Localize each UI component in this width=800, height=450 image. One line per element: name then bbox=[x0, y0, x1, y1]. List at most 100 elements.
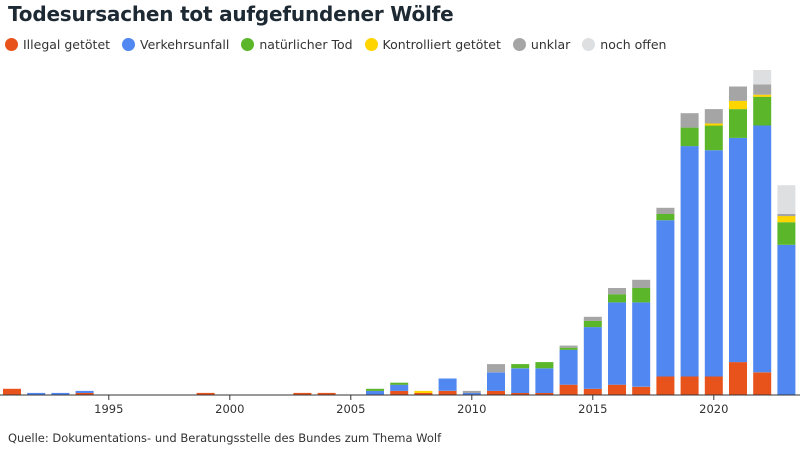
bar-2019-series-0 bbox=[680, 376, 699, 395]
bar-2009-series-0 bbox=[438, 390, 457, 395]
bar-2021-series-0 bbox=[729, 362, 747, 395]
bar-1994-series-0 bbox=[75, 392, 94, 395]
bar-2012-series-1 bbox=[511, 368, 530, 393]
bar-2015-series-0 bbox=[583, 388, 602, 395]
legend-swatch bbox=[512, 38, 526, 51]
bar-2013-series-1 bbox=[535, 368, 554, 393]
legend-label: Illegal getötet bbox=[23, 37, 111, 52]
bar-2004-series-0 bbox=[317, 392, 336, 395]
legend-item-natuerlich[interactable]: natürlicher Tod bbox=[241, 37, 353, 52]
legend-swatch bbox=[364, 38, 378, 51]
bar-2012-series-0 bbox=[511, 392, 530, 395]
bar-2008-series-3 bbox=[414, 390, 433, 393]
bar-2009-series-1 bbox=[438, 378, 457, 391]
bar-2023-series-1 bbox=[777, 244, 796, 395]
x-tick-label-2000: 2000 bbox=[215, 402, 244, 416]
x-tick-label-2010: 2010 bbox=[457, 402, 486, 416]
bar-2016-series-4 bbox=[608, 288, 626, 295]
bar-2018-series-2 bbox=[656, 214, 675, 221]
bar-2007-series-1 bbox=[390, 384, 409, 391]
bar-2017-series-0 bbox=[632, 386, 651, 395]
bar-2020-series-0 bbox=[704, 376, 723, 395]
bar-2019-series-2 bbox=[680, 127, 699, 147]
bar-2022-series-3 bbox=[753, 94, 772, 97]
legend: Illegal getötet Verkehrsunfall natürlich… bbox=[5, 37, 678, 52]
bar-2006-series-1 bbox=[366, 390, 384, 395]
bar-1991-series-0 bbox=[3, 388, 21, 395]
legend-item-unklar[interactable]: unklar bbox=[512, 37, 571, 52]
bar-2015-series-4 bbox=[583, 316, 602, 321]
bar-2017-series-2 bbox=[632, 288, 651, 303]
bar-2023-series-5 bbox=[777, 185, 796, 214]
bar-2022-series-2 bbox=[753, 96, 772, 126]
legend-swatch bbox=[5, 38, 18, 51]
bar-2008-series-0 bbox=[414, 392, 433, 395]
bar-2014-series-4 bbox=[559, 345, 578, 348]
bar-1994-series-1 bbox=[75, 390, 94, 393]
bar-2015-series-1 bbox=[583, 327, 602, 389]
bar-1992-series-1 bbox=[27, 392, 46, 395]
legend-swatch bbox=[241, 38, 255, 51]
legend-label: Verkehrsunfall bbox=[140, 37, 230, 52]
bar-2015-series-2 bbox=[583, 320, 602, 328]
x-tick-label-2020: 2020 bbox=[699, 402, 728, 416]
bar-2022-series-4 bbox=[753, 84, 772, 95]
bar-2020-series-1 bbox=[704, 150, 723, 377]
bar-2023-series-4 bbox=[777, 214, 796, 217]
bar-2014-series-0 bbox=[559, 384, 578, 395]
bar-2020-series-3 bbox=[704, 123, 723, 126]
bar-2007-series-2 bbox=[390, 382, 409, 385]
bar-2022-series-0 bbox=[753, 372, 772, 395]
bar-2010-series-4 bbox=[462, 390, 481, 393]
bar-1999-series-0 bbox=[196, 392, 215, 395]
x-tick-label-2005: 2005 bbox=[336, 402, 365, 416]
bar-2019-series-4 bbox=[680, 113, 699, 128]
source-note: Quelle: Dokumentations- und Beratungsste… bbox=[8, 431, 442, 445]
bar-2011-series-1 bbox=[487, 372, 505, 391]
bar-2021-series-3 bbox=[729, 100, 747, 110]
bar-2011-series-4 bbox=[487, 364, 505, 373]
bar-2023-series-2 bbox=[777, 222, 796, 245]
bar-2003-series-0 bbox=[293, 392, 312, 395]
bar-1993-series-1 bbox=[51, 392, 70, 395]
chart-title: Todesursachen tot aufgefundener Wölfe bbox=[8, 2, 454, 26]
legend-item-verkehrsunfall[interactable]: Verkehrsunfall bbox=[122, 37, 229, 52]
bar-2023-series-3 bbox=[777, 216, 796, 223]
bar-2013-series-0 bbox=[535, 392, 554, 395]
bar-2016-series-2 bbox=[608, 294, 626, 303]
bar-2021-series-1 bbox=[729, 137, 747, 363]
legend-swatch bbox=[122, 38, 136, 51]
bar-2020-series-2 bbox=[704, 125, 723, 151]
bar-2010-series-1 bbox=[462, 392, 481, 395]
legend-swatch bbox=[582, 38, 596, 51]
bar-2018-series-0 bbox=[656, 376, 675, 395]
legend-item-illegal[interactable]: Illegal getötet bbox=[5, 37, 110, 52]
bar-2014-series-1 bbox=[559, 349, 578, 385]
bar-2020-series-4 bbox=[704, 109, 723, 124]
bar-2022-series-1 bbox=[753, 125, 772, 373]
bar-2007-series-0 bbox=[390, 390, 409, 395]
x-tick-label-1995: 1995 bbox=[94, 402, 123, 416]
bar-2013-series-2 bbox=[535, 362, 554, 369]
legend-label: noch offen bbox=[600, 37, 667, 52]
bar-2018-series-1 bbox=[656, 220, 675, 377]
legend-label: unklar bbox=[530, 37, 571, 52]
legend-item-kontrolliert[interactable]: Kontrolliert getötet bbox=[364, 37, 501, 52]
bar-2006-series-2 bbox=[366, 388, 384, 391]
bar-2016-series-0 bbox=[608, 384, 626, 395]
bar-2014-series-2 bbox=[559, 347, 578, 350]
bar-2016-series-1 bbox=[608, 302, 626, 385]
legend-label: natürlicher Tod bbox=[259, 37, 353, 52]
bar-2018-series-4 bbox=[656, 207, 675, 214]
bar-2012-series-2 bbox=[511, 364, 530, 369]
legend-label: Kontrolliert getötet bbox=[382, 37, 501, 52]
bar-2021-series-4 bbox=[729, 86, 747, 101]
bar-2021-series-2 bbox=[729, 109, 747, 138]
bar-2017-series-1 bbox=[632, 302, 651, 387]
bar-2019-series-1 bbox=[680, 146, 699, 377]
bar-2011-series-0 bbox=[487, 390, 505, 395]
x-tick-label-2015: 2015 bbox=[578, 402, 607, 416]
bar-2022-series-5 bbox=[753, 70, 772, 85]
legend-item-noch-offen[interactable]: noch offen bbox=[582, 37, 666, 52]
